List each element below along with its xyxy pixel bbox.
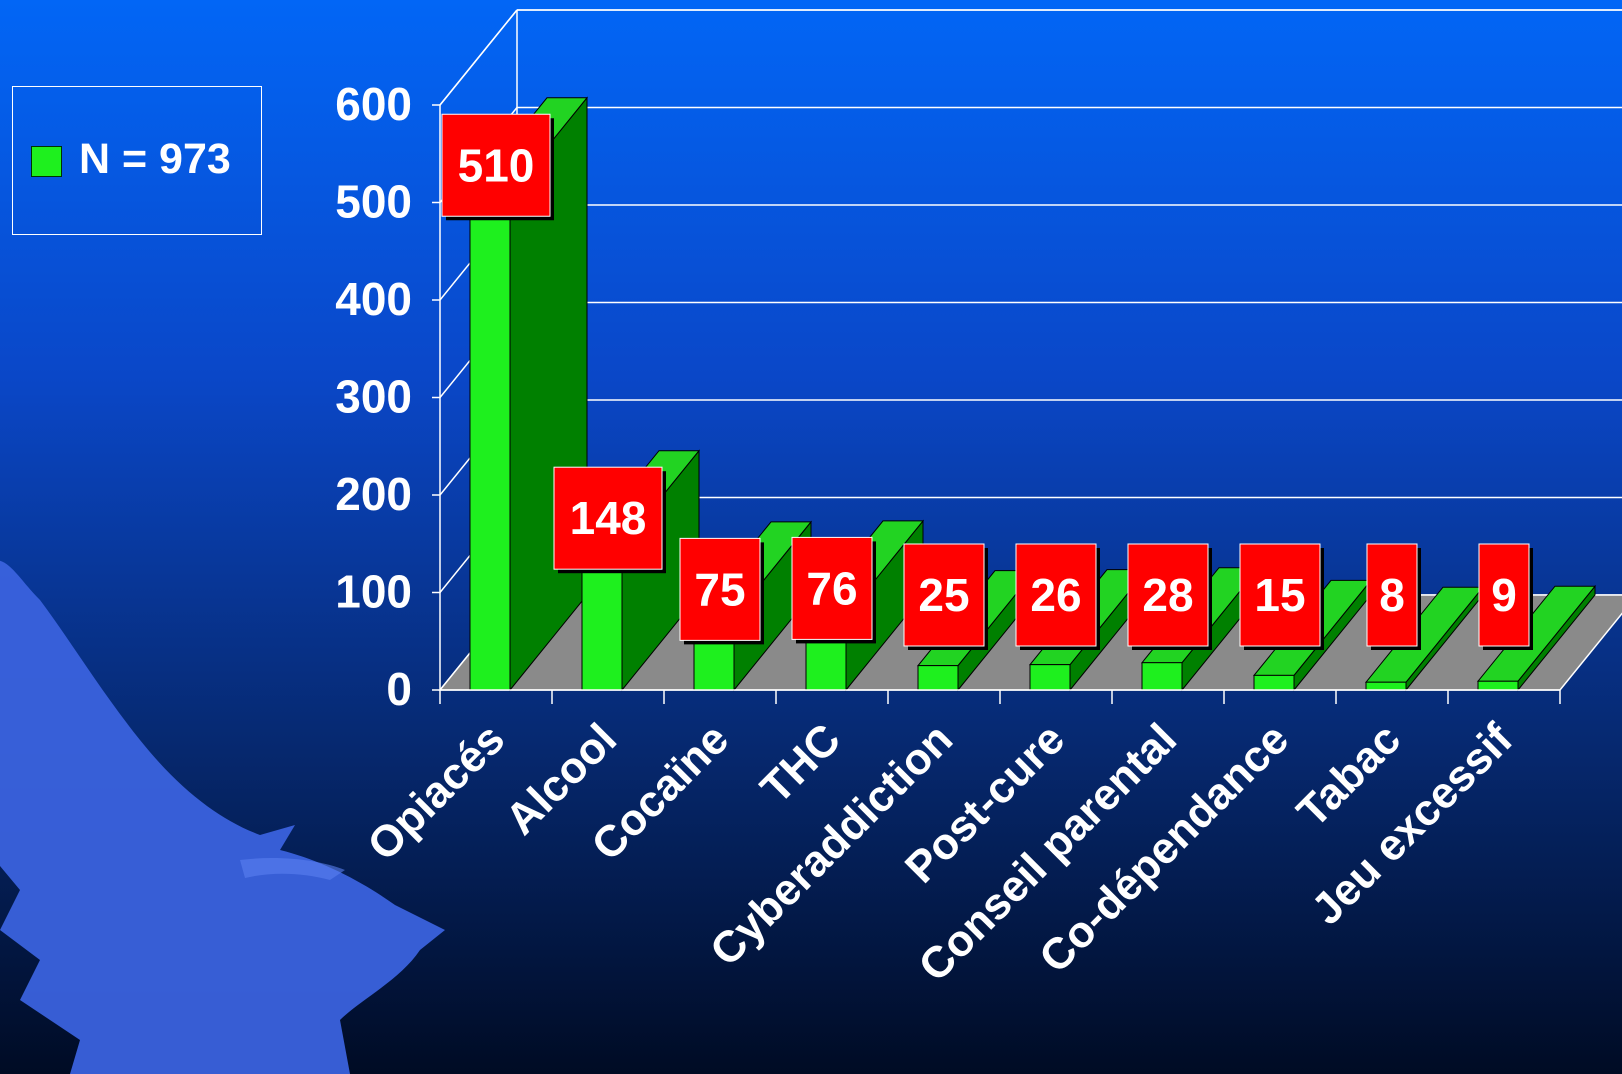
y-tick-label: 500	[335, 176, 412, 228]
bar-front	[469, 192, 511, 691]
data-label-text: 28	[1142, 569, 1193, 621]
data-label-box	[553, 466, 663, 570]
data-label-box	[1015, 543, 1097, 647]
data-label-box	[1127, 543, 1209, 647]
data-label-box	[1478, 543, 1530, 647]
data-label-6: 26	[1015, 543, 1100, 650]
left-wall-top	[439, 9, 518, 106]
data-label-text: 25	[918, 569, 969, 621]
data-label-box	[903, 543, 985, 647]
data-label-text: 510	[458, 139, 535, 191]
bar-front	[1365, 681, 1407, 691]
legend: N = 973	[12, 86, 262, 235]
data-label-8: 15	[1239, 543, 1324, 650]
legend-swatch	[31, 146, 62, 177]
x-category-label: THC	[751, 714, 850, 813]
data-label-box	[679, 537, 761, 641]
data-label-text: 148	[570, 492, 647, 544]
data-label-text: 75	[694, 563, 745, 615]
data-labels: 510 148 75 76 25 26 28 15 8 9	[441, 113, 1533, 650]
x-category-label: Jeu excessif	[1302, 714, 1522, 934]
data-label-box	[1239, 543, 1321, 647]
bar-front	[917, 665, 959, 691]
data-label-text: 76	[806, 562, 857, 614]
data-label-text: 26	[1030, 569, 1081, 621]
data-label-9: 8	[1366, 543, 1421, 650]
data-label-7: 28	[1127, 543, 1212, 650]
data-label-2: 148	[553, 466, 666, 574]
y-tick-label: 400	[335, 273, 412, 325]
data-label-1: 510	[441, 113, 554, 221]
bar-front	[1141, 662, 1183, 691]
data-label-text: 9	[1491, 569, 1517, 621]
data-label-text: 15	[1254, 569, 1305, 621]
bar-front	[1477, 680, 1519, 691]
bar-front	[1253, 674, 1295, 691]
data-label-10: 9	[1478, 543, 1533, 650]
y-tick-label: 200	[335, 468, 412, 520]
data-label-box	[791, 536, 873, 640]
y-tick-label: 100	[335, 566, 412, 618]
y-tick-label: 0	[386, 663, 412, 715]
y-tick-label: 600	[335, 78, 412, 130]
y-axis: 0 100 200 300 400 500 600	[335, 78, 440, 715]
y-tick-label: 300	[335, 371, 412, 423]
x-category-label: Opiacés	[358, 714, 514, 870]
data-label-box	[1366, 543, 1418, 647]
data-label-box	[441, 113, 551, 217]
data-label-5: 25	[903, 543, 988, 650]
bar-front	[1029, 664, 1071, 691]
data-label-4: 76	[791, 536, 876, 644]
data-label-text: 8	[1379, 569, 1405, 621]
eagle-silhouette-icon	[0, 560, 445, 1074]
legend-label: N = 973	[79, 135, 231, 183]
data-label-3: 75	[679, 537, 764, 645]
